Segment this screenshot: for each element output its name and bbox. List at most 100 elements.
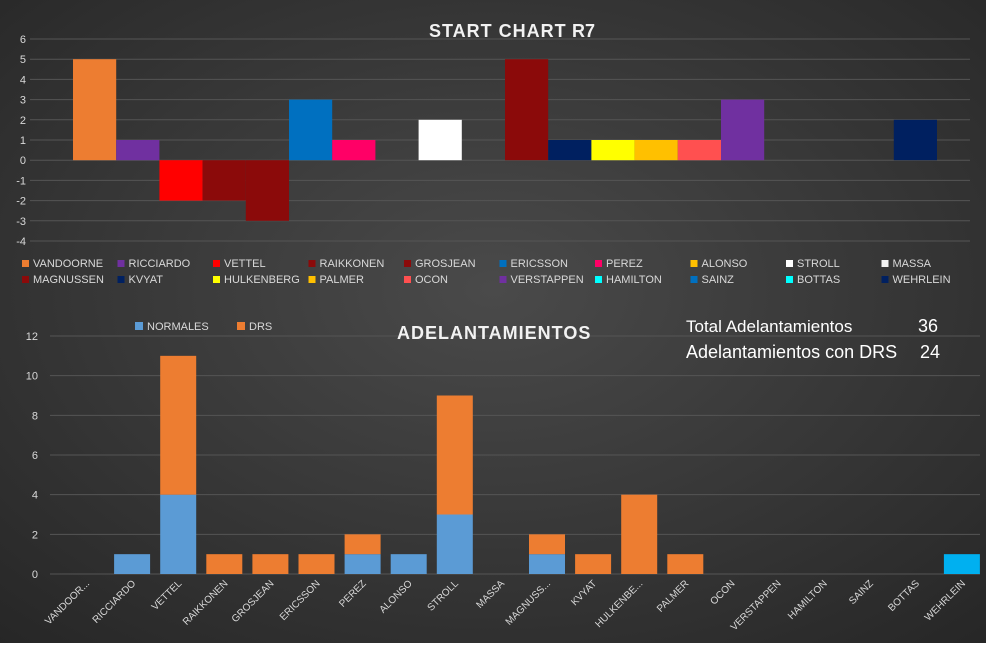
start-chart-bar xyxy=(73,59,117,161)
overtakes-bar-normales xyxy=(436,514,473,574)
start-chart-title: START CHART xyxy=(429,21,567,41)
start-chart-legend: VANDOORNE RICCIARDO VETTEL RAIKKONEN GROSJEA… xyxy=(22,258,951,286)
start-chart-y-tick-label: 6 xyxy=(20,34,26,46)
start-chart-legend-label: VERSTAPPEN xyxy=(511,274,584,286)
start-chart-legend-label: MAGNUSSEN xyxy=(33,274,104,286)
legend-swatch-normales xyxy=(135,322,143,330)
start-chart-bar xyxy=(893,119,937,161)
overtakes-chart-y-tick-label: 0 xyxy=(32,569,38,581)
start-chart-bar xyxy=(548,140,592,161)
start-chart-legend-swatch xyxy=(881,260,889,267)
overtakes-bar-drs xyxy=(160,355,197,495)
start-chart-bar xyxy=(116,140,160,161)
overtakes-bar-drs xyxy=(298,554,335,574)
legend-label-drs: DRS xyxy=(249,321,272,333)
start-chart-legend-swatch xyxy=(308,276,316,283)
start-chart-bar xyxy=(159,160,203,201)
start-chart-bar xyxy=(591,140,635,161)
start-chart-legend-swatch xyxy=(308,260,316,267)
start-chart-legend-label: GROSJEAN xyxy=(415,258,476,270)
overtakes-bar-normales xyxy=(344,554,381,574)
start-chart-legend-swatch xyxy=(213,260,220,267)
start-chart-legend-label: OCON xyxy=(415,274,448,286)
overtakes-chart-y-tick-label: 10 xyxy=(26,371,38,383)
start-chart-y-tick-label: -3 xyxy=(16,216,26,228)
start-chart-legend-label: HAMILTON xyxy=(606,274,662,286)
overtakes-bar-drs xyxy=(575,554,612,574)
start-chart-legend-label: STROLL xyxy=(797,258,840,270)
start-chart-legend-swatch xyxy=(404,260,411,267)
start-chart-legend-swatch xyxy=(117,260,125,267)
start-chart-legend-label: HULKENBERG xyxy=(224,274,300,286)
overtakes-chart-grid xyxy=(50,335,980,575)
legend-swatch-drs xyxy=(237,322,245,330)
drs-overtakes-value: 24 xyxy=(920,342,940,362)
start-chart-y-tick-label: 2 xyxy=(20,115,26,127)
overtakes-bar-drs xyxy=(667,554,704,574)
start-chart-legend-label: WEHRLEIN xyxy=(893,274,951,286)
start-chart-legend-label: PEREZ xyxy=(606,258,643,270)
overtakes-chart-y-tick-label: 4 xyxy=(32,490,38,502)
start-chart-legend-label: VETTEL xyxy=(224,258,266,270)
start-chart-legend-swatch xyxy=(595,276,602,283)
start-chart-legend-swatch xyxy=(213,276,220,283)
overtakes-chart-y-tick-label: 6 xyxy=(32,450,38,462)
overtakes-chart-y-tick-label: 8 xyxy=(32,410,38,422)
start-chart-bar xyxy=(245,160,289,221)
total-overtakes-value: 36 xyxy=(918,316,938,336)
start-chart-legend-swatch xyxy=(786,276,793,283)
start-chart-legend-label: MASSA xyxy=(893,258,932,270)
start-chart-bars xyxy=(73,59,937,221)
start-chart-bar xyxy=(677,140,721,161)
start-chart-y-tick-label: 3 xyxy=(20,95,26,107)
overtakes-bar-drs xyxy=(344,534,381,555)
legend-label-normales: NORMALES xyxy=(147,321,209,333)
overtakes-chart-y-axis: 12 10 8 6 4 2 0 xyxy=(26,331,38,581)
overtakes-chart-title: ADELANTAMIENTOS xyxy=(397,323,591,343)
overtakes-bar-drs xyxy=(621,494,658,574)
overtakes-bar-drs xyxy=(529,534,565,555)
start-chart-legend-swatch xyxy=(404,276,411,283)
start-chart-y-tick-label: -4 xyxy=(16,236,26,248)
start-chart-legend-label: PALMER xyxy=(320,274,364,286)
overtakes-chart-y-tick-label: 12 xyxy=(26,331,38,343)
start-chart-legend-swatch xyxy=(499,276,507,283)
start-chart-bar xyxy=(505,59,549,161)
overtakes-chart-bars xyxy=(114,355,980,574)
start-chart-legend-swatch xyxy=(881,276,889,283)
start-chart-y-tick-label: -1 xyxy=(16,175,26,187)
start-chart-legend-swatch xyxy=(117,276,125,283)
start-chart-bar xyxy=(202,160,246,201)
start-chart-legend-swatch xyxy=(22,276,29,283)
overtakes-bar-drs xyxy=(206,554,243,574)
start-chart-legend-swatch xyxy=(595,260,602,267)
overtakes-chart-y-tick-label: 2 xyxy=(32,529,38,541)
start-chart-legend-label: SAINZ xyxy=(702,274,735,286)
start-chart-y-tick-label: 4 xyxy=(20,74,26,86)
total-overtakes-label: Total Adelantamientos xyxy=(686,317,852,336)
start-chart-legend-label: RICCIARDO xyxy=(129,258,191,270)
overtakes-bar-normales xyxy=(390,554,427,574)
start-chart-legend-label: ERICSSON xyxy=(511,258,569,270)
start-chart-legend-swatch xyxy=(690,276,698,283)
start-chart-y-tick-label: 5 xyxy=(20,54,26,66)
start-chart-subtitle: R7 xyxy=(572,21,595,41)
start-chart-legend-label: RAIKKONEN xyxy=(320,258,385,270)
overtakes-bar-normales xyxy=(160,494,197,574)
start-chart-legend-swatch xyxy=(786,260,793,267)
start-chart-y-axis: 6 5 4 3 2 1 0 -1 -2 -3 -4 xyxy=(16,34,26,248)
start-chart-y-tick-label: 0 xyxy=(20,155,26,167)
overtakes-bar-drs xyxy=(436,395,473,515)
overtakes-bar-normales xyxy=(529,554,565,574)
start-chart-y-tick-label: -2 xyxy=(16,196,26,208)
start-chart-legend-label: BOTTAS xyxy=(797,274,840,286)
start-chart-legend-swatch xyxy=(690,260,698,267)
start-chart-y-tick-label: 1 xyxy=(20,135,26,147)
start-chart-bar xyxy=(634,140,678,161)
start-chart-bar xyxy=(418,119,462,161)
overtakes-bar-drs xyxy=(252,554,289,574)
start-chart-bar xyxy=(721,99,765,161)
overtakes-bar-normales xyxy=(943,554,980,574)
